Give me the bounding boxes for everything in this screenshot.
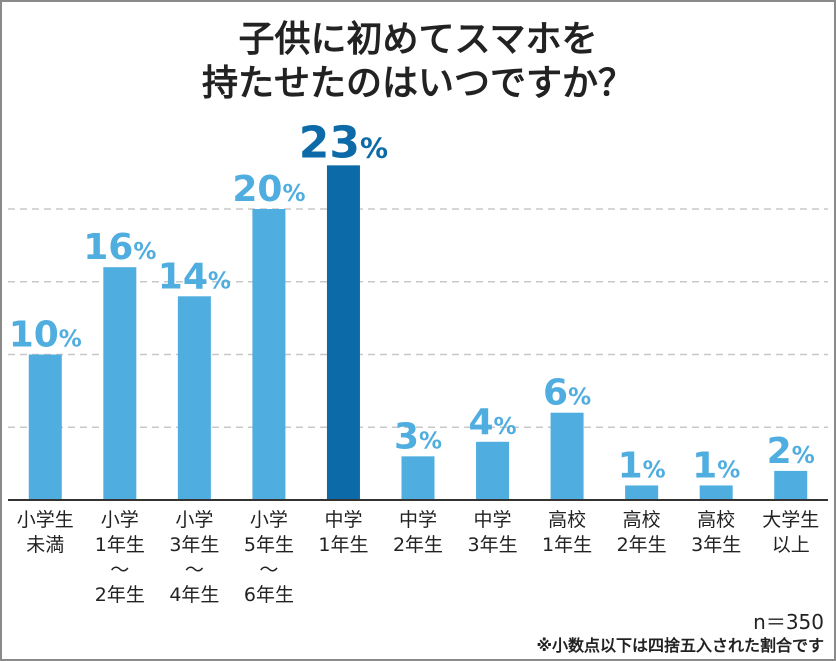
category-line-3-3: 6年生 xyxy=(244,584,294,606)
category-line-5-1: 2年生 xyxy=(393,534,443,556)
value-number-6: 4 xyxy=(468,402,493,443)
value-label-5: 3% xyxy=(394,416,442,457)
value-number-8: 1 xyxy=(618,445,643,486)
category-label-7: 高校 1年生 xyxy=(542,509,592,556)
value-label-3: 20% xyxy=(232,169,305,210)
category-line-5-0: 中学 xyxy=(399,509,437,531)
category-label-4: 中学 1年生 xyxy=(318,509,368,556)
bar-9 xyxy=(699,485,733,500)
value-unit-1: % xyxy=(133,239,156,265)
category-label-6: 中学 3年生 xyxy=(467,509,517,556)
category-line-10-1: 以上 xyxy=(772,534,810,556)
category-label-10: 大学生以上 xyxy=(762,509,819,556)
value-number-7: 6 xyxy=(543,373,568,414)
category-line-7-0: 高校 xyxy=(548,509,586,531)
value-unit-2: % xyxy=(208,268,231,294)
category-line-1-0: 小学 xyxy=(101,509,139,531)
value-unit-10: % xyxy=(792,443,815,469)
value-label-1: 16% xyxy=(83,227,156,268)
value-number-5: 3 xyxy=(394,416,419,457)
value-unit-3: % xyxy=(282,181,305,207)
value-unit-8: % xyxy=(643,457,666,483)
category-line-1-1: 1年生 xyxy=(95,534,145,556)
category-line-2-2: 〜 xyxy=(185,559,204,581)
category-label-1: 小学 1年生〜 2年生 xyxy=(95,509,145,606)
bar-2 xyxy=(177,296,211,500)
category-line-8-0: 高校 xyxy=(623,509,661,531)
value-label-4: 23% xyxy=(299,117,388,168)
value-unit-4: % xyxy=(360,131,388,164)
category-line-3-0: 小学 xyxy=(250,509,288,531)
category-line-2-3: 4年生 xyxy=(169,584,219,606)
category-line-2-0: 小学 xyxy=(175,509,213,531)
bar-8 xyxy=(625,485,659,500)
bar-7 xyxy=(550,412,584,500)
value-number-10: 2 xyxy=(767,431,792,472)
category-line-7-1: 1年生 xyxy=(542,534,592,556)
bar-4 xyxy=(326,165,360,500)
value-unit-7: % xyxy=(568,385,591,411)
value-unit-0: % xyxy=(59,327,82,353)
category-label-9: 高校 3年生 xyxy=(691,509,741,556)
category-line-3-1: 5年生 xyxy=(244,534,294,556)
bar-0 xyxy=(28,354,62,500)
value-number-4: 23 xyxy=(299,117,360,168)
category-line-4-0: 中学 xyxy=(324,509,362,531)
category-line-8-1: 2年生 xyxy=(617,534,667,556)
category-line-9-0: 高校 xyxy=(697,509,735,531)
category-label-0: 小学生未満 xyxy=(17,509,74,556)
category-line-6-1: 3年生 xyxy=(467,534,517,556)
value-number-9: 1 xyxy=(692,445,717,486)
category-line-10-0: 大学生 xyxy=(762,509,819,531)
category-label-3: 小学 5年生〜 6年生 xyxy=(244,509,294,606)
category-line-2-1: 3年生 xyxy=(169,534,219,556)
value-unit-5: % xyxy=(419,428,442,454)
category-line-6-0: 中学 xyxy=(474,509,512,531)
category-line-3-2: 〜 xyxy=(259,559,278,581)
rounding-note: ※小数点以下は四捨五入された割合です xyxy=(536,636,824,655)
category-line-9-1: 3年生 xyxy=(691,534,741,556)
category-label-5: 中学 2年生 xyxy=(393,509,443,556)
category-line-0-0: 小学生 xyxy=(17,509,74,531)
value-number-3: 20 xyxy=(232,169,282,210)
category-label-2: 小学 3年生〜 4年生 xyxy=(169,509,219,606)
value-unit-9: % xyxy=(717,457,740,483)
bar-6 xyxy=(476,441,510,500)
value-number-0: 10 xyxy=(9,315,59,356)
category-line-1-3: 2年生 xyxy=(95,584,145,606)
category-line-4-1: 1年生 xyxy=(318,534,368,556)
value-unit-6: % xyxy=(494,414,517,440)
title-line-2: 持たせたのはいつですか？ xyxy=(201,63,634,104)
value-label-7: 6% xyxy=(543,373,591,414)
bar-5 xyxy=(401,456,435,500)
bar-1 xyxy=(103,267,137,500)
value-number-1: 16 xyxy=(83,227,133,268)
value-label-2: 14% xyxy=(158,256,231,297)
bar-3 xyxy=(252,209,286,500)
value-label-9: 1% xyxy=(692,445,740,486)
value-label-10: 2% xyxy=(767,431,815,472)
category-line-1-2: 〜 xyxy=(110,559,129,581)
bar-10 xyxy=(774,470,808,500)
value-number-2: 14 xyxy=(158,256,208,297)
category-label-8: 高校 2年生 xyxy=(617,509,667,556)
category-line-0-1: 未満 xyxy=(26,534,64,556)
title-line-1: 子供に初めてスマホを xyxy=(238,19,598,60)
value-label-6: 4% xyxy=(468,402,516,443)
sample-size: n＝350 xyxy=(753,610,824,634)
chart-title: 子供に初めてスマホを 持たせたのはいつですか？ xyxy=(0,18,836,106)
value-label-0: 10% xyxy=(9,315,82,356)
value-label-8: 1% xyxy=(618,445,666,486)
